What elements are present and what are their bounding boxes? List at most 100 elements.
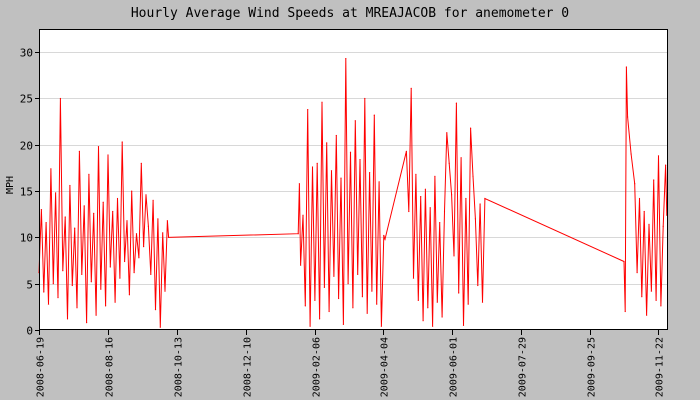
data-point [40,209,43,211]
data-point [326,142,328,144]
data-point [150,273,152,275]
data-point [126,220,128,222]
x-tick-label: 2008-08-16 [105,337,116,397]
data-point [371,290,373,292]
data-point [455,102,457,104]
data-point [83,205,85,207]
y-tick-label: 10 [20,232,33,245]
y-tick-label: 0 [26,325,33,338]
data-point [62,270,64,272]
data-point [625,66,628,68]
data-point [484,197,486,200]
data-point [121,141,123,143]
data-point [86,322,88,324]
data-point [429,207,431,209]
y-axis-label: MPH [5,176,16,194]
data-point [157,218,159,220]
data-point [133,272,135,274]
data-point [432,325,434,327]
data-point [162,232,164,234]
y-tick-label: 25 [20,93,33,106]
data-point [383,234,385,237]
data-point [410,87,412,89]
data-point [78,150,80,152]
x-tick-label: 2008-06-19 [36,337,47,397]
data-point [159,326,161,328]
data-point [412,277,415,279]
data-point [304,305,306,307]
data-point [333,275,335,277]
data-point [66,318,69,320]
data-point [660,305,662,307]
data-point [481,301,484,303]
data-point [458,292,460,294]
data-point [45,222,47,224]
data-point [128,294,130,296]
data-point [335,134,337,137]
data-point [354,120,356,122]
data-point [340,177,342,179]
y-tick-label: 20 [20,140,33,153]
data-point [470,127,472,129]
data-point [623,260,625,263]
data-point [321,101,323,103]
data-point [81,273,83,275]
data-point [641,296,643,298]
data-point [630,153,632,155]
data-point [131,190,133,192]
data-point [311,166,314,168]
plot-border [39,29,668,330]
data-point [154,309,157,311]
chart-title: Hourly Average Wind Speeds at MREAJACOB … [131,6,569,21]
data-point [43,291,45,293]
data-point [97,146,100,148]
y-tick-label: 15 [20,186,33,199]
data-point [328,310,330,313]
data-point [439,222,441,224]
y-tick-label: 5 [26,279,33,292]
data-point [653,179,655,181]
data-point [643,210,645,213]
x-tick-label: 2009-11-22 [655,337,666,397]
data-point [102,201,104,203]
data-point [474,218,476,220]
data-point [638,197,641,200]
data-point [124,260,126,263]
data-point [436,301,438,303]
data-point [330,170,333,172]
data-point [451,194,453,196]
x-tick-label: 2009-09-25 [587,337,598,397]
data-point [655,299,657,301]
data-point [345,58,347,60]
data-point [420,196,422,198]
data-point [90,281,92,283]
data-point [114,301,116,303]
data-point [316,162,318,164]
data-point [646,314,648,316]
x-tick-label: 2009-02-06 [312,337,323,397]
data-point [349,151,352,153]
data-point [378,181,380,183]
data-point [119,277,121,279]
x-tick-label: 2009-06-01 [449,337,460,397]
data-point [441,316,443,318]
data-point [164,290,166,292]
data-point [634,183,636,185]
data-point [422,320,424,322]
x-tick-label: 2009-07-29 [518,337,529,397]
data-point [109,266,111,268]
data-point [361,296,363,298]
data-point [300,264,302,266]
data-point [297,233,299,235]
data-point [376,303,378,305]
data-point [93,212,95,214]
data-point [342,323,344,325]
data-point [140,162,142,164]
data-point [55,192,57,194]
data-point [443,210,446,213]
data-point [52,283,54,285]
data-point [112,210,114,213]
data-point [314,299,316,301]
data-point [357,273,359,275]
